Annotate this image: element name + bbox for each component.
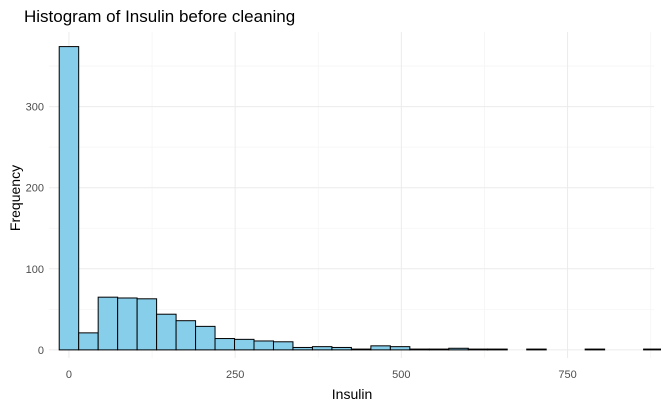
histogram-bar <box>526 348 547 351</box>
histogram-bar <box>175 320 197 351</box>
x-tick-label: 250 <box>226 369 244 381</box>
histogram-bar <box>272 341 294 351</box>
histogram-bar <box>311 346 333 351</box>
y-tick-label: 300 <box>26 102 44 114</box>
histogram-bar <box>370 345 391 351</box>
histogram-bar <box>58 46 80 351</box>
chart-title: Histogram of Insulin before cleaning <box>24 7 295 26</box>
y-tick-label: 100 <box>26 264 44 276</box>
histogram-bar <box>97 296 119 351</box>
histogram-bar <box>428 348 450 351</box>
bars <box>58 46 661 351</box>
histogram-bar <box>136 298 158 351</box>
y-tick-label: 0 <box>38 345 44 357</box>
y-axis-ticks: 0 100 200 300 <box>26 102 44 357</box>
x-tick-label: 0 <box>66 369 72 381</box>
histogram-bar <box>253 340 274 351</box>
histogram-bar <box>214 338 236 351</box>
histogram-bar <box>78 332 99 351</box>
histogram-bar <box>467 348 489 351</box>
histogram-bar <box>117 297 138 351</box>
histogram-bar <box>292 346 313 351</box>
histogram-bar <box>156 313 177 351</box>
histogram-bar <box>195 325 216 351</box>
histogram-bar <box>643 348 661 351</box>
x-tick-label: 750 <box>558 369 576 381</box>
x-axis-title: Insulin <box>332 386 372 402</box>
histogram-bar <box>389 346 411 351</box>
y-axis-title: Frequency <box>7 165 23 231</box>
histogram-bar <box>448 347 469 351</box>
histogram-bar <box>487 348 508 351</box>
y-tick-label: 200 <box>26 183 44 195</box>
histogram-bar <box>584 348 606 351</box>
histogram-bar <box>234 338 255 351</box>
histogram-bar <box>350 348 372 351</box>
x-tick-label: 500 <box>392 369 410 381</box>
x-axis-ticks: 0 250 500 750 <box>66 369 577 381</box>
histogram-bar <box>331 346 352 351</box>
histogram-bar <box>409 348 430 351</box>
